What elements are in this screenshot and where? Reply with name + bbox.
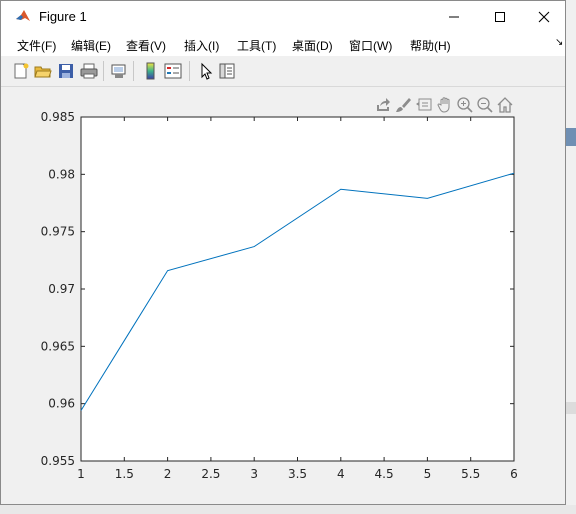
x-tick-label: 4 xyxy=(337,467,345,481)
y-tick-label: 0.975 xyxy=(41,225,75,239)
data-tips-icon[interactable] xyxy=(415,96,433,114)
y-tick-label: 0.985 xyxy=(41,110,75,124)
x-tick-label: 3 xyxy=(250,467,258,481)
edit-plot-icon[interactable] xyxy=(197,62,215,80)
maximize-button[interactable] xyxy=(477,1,523,32)
link-plot-icon[interactable] xyxy=(110,62,128,80)
menu-overflow-arrow-icon[interactable]: ↘ xyxy=(555,37,564,48)
minimize-button[interactable] xyxy=(431,1,477,32)
menu-insert[interactable]: 插入(I) xyxy=(184,39,220,53)
x-tick-label: 2 xyxy=(164,467,172,481)
plot-area xyxy=(80,116,515,462)
y-tick-label: 0.965 xyxy=(41,339,75,353)
save-icon[interactable] xyxy=(57,62,75,80)
menu-view[interactable]: 查看(V) xyxy=(126,39,166,53)
print-icon[interactable] xyxy=(80,62,98,80)
menu-help[interactable]: 帮助(H) xyxy=(410,39,451,53)
toolbar-separator xyxy=(103,61,104,81)
toolbar-separator xyxy=(189,61,190,81)
export-icon[interactable] xyxy=(374,96,392,114)
close-button[interactable] xyxy=(521,1,567,32)
background-window-bottom xyxy=(0,505,576,514)
matlab-logo-icon xyxy=(15,8,31,24)
background-window-edge xyxy=(566,0,576,514)
x-tick-label: 2.5 xyxy=(201,467,220,481)
y-tick-label: 0.97 xyxy=(48,282,75,296)
property-inspector-icon[interactable] xyxy=(218,62,236,80)
menu-window[interactable]: 窗口(W) xyxy=(349,39,393,53)
zoom-out-icon[interactable] xyxy=(476,96,494,114)
x-tick-label: 3.5 xyxy=(288,467,307,481)
open-icon[interactable] xyxy=(34,62,52,80)
window-title: Figure 1 xyxy=(39,9,87,24)
title-bar[interactable]: Figure 1 xyxy=(1,1,565,32)
zoom-in-icon[interactable] xyxy=(456,96,474,114)
new-figure-icon[interactable] xyxy=(12,62,30,80)
figure-toolbar xyxy=(1,56,565,87)
x-tick-label: 4.5 xyxy=(375,467,394,481)
y-tick-label: 0.96 xyxy=(48,397,75,411)
series-line xyxy=(80,172,515,411)
menu-edit[interactable]: 编辑(E) xyxy=(71,39,111,53)
menu-file[interactable]: 文件(F) xyxy=(17,39,57,53)
y-tick-label: 0.98 xyxy=(48,167,75,181)
x-tick-label: 1.5 xyxy=(115,467,134,481)
home-icon[interactable] xyxy=(496,96,514,114)
pan-icon[interactable] xyxy=(436,96,454,114)
colorbar-icon[interactable] xyxy=(142,62,160,80)
x-tick-label: 1 xyxy=(77,467,85,481)
brush-icon[interactable] xyxy=(394,96,412,114)
menu-desktop[interactable]: 桌面(D) xyxy=(292,39,333,53)
toolbar-separator xyxy=(133,61,134,81)
menu-tools[interactable]: 工具(T) xyxy=(237,39,277,53)
menu-bar: 文件(F) 编辑(E) 查看(V) 插入(I) 工具(T) 桌面(D) 窗口(W) 帮助(H)… xyxy=(1,32,565,56)
x-tick-label: 5 xyxy=(424,467,432,481)
x-tick-label: 6 xyxy=(510,467,518,481)
y-tick-label: 0.955 xyxy=(41,454,75,468)
legend-icon[interactable] xyxy=(164,62,182,80)
x-tick-label: 5.5 xyxy=(461,467,480,481)
